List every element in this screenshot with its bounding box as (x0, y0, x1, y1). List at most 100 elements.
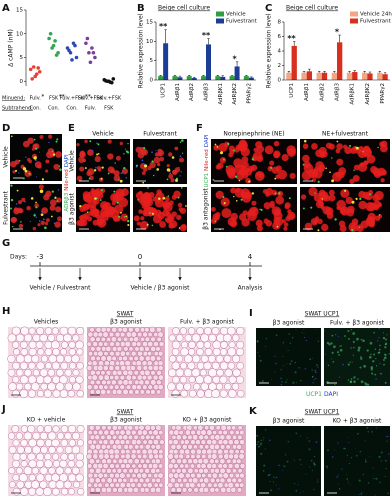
signal (59, 168, 62, 171)
cell (68, 341, 76, 349)
cell (71, 466, 80, 475)
significance-star: ** (287, 34, 296, 43)
significance-star: ** (59, 94, 65, 101)
cell (222, 463, 228, 469)
cell (37, 348, 45, 356)
cell (130, 350, 137, 357)
cell (142, 341, 149, 348)
cell (173, 453, 180, 460)
signal (141, 159, 144, 162)
cell (187, 487, 193, 493)
signal (45, 190, 52, 197)
data-point (85, 36, 90, 41)
micrograph (167, 424, 246, 496)
signal (93, 169, 97, 172)
cell (28, 474, 36, 482)
signal (340, 188, 350, 198)
signal (42, 218, 45, 221)
signal (89, 175, 94, 181)
cell (203, 341, 211, 349)
cell (117, 355, 124, 362)
signal (348, 441, 350, 443)
cell (204, 425, 210, 431)
signal (334, 384, 336, 386)
signal (258, 445, 260, 447)
signal (127, 224, 130, 227)
signal (14, 207, 18, 211)
cell (100, 434, 106, 440)
cell (211, 327, 220, 335)
signal (346, 474, 348, 476)
cell (92, 331, 99, 338)
panel-letter: D (2, 123, 10, 134)
cell (231, 477, 237, 484)
signal (280, 383, 283, 386)
minuend-label: Fulv. (30, 96, 42, 102)
cell (60, 439, 69, 447)
cell (120, 453, 126, 459)
signal (308, 187, 318, 197)
cell (123, 336, 129, 342)
image-background (133, 139, 187, 184)
signal (358, 226, 361, 229)
cell (59, 473, 68, 483)
cell (92, 429, 99, 436)
signal (141, 171, 146, 176)
cell (93, 384, 99, 390)
signal (78, 156, 85, 163)
signal (50, 215, 53, 218)
cell (59, 389, 69, 398)
cell (207, 482, 213, 488)
signal (212, 178, 215, 181)
cell (156, 379, 162, 386)
signal (99, 199, 102, 201)
bar (352, 72, 358, 80)
cell (168, 429, 175, 436)
signal (342, 363, 344, 366)
cell (144, 487, 150, 493)
signal (351, 228, 354, 232)
cell (196, 327, 204, 335)
cell (89, 379, 96, 386)
cell (196, 341, 205, 349)
cell (106, 458, 112, 465)
signal (242, 210, 248, 216)
signal (336, 199, 346, 210)
signal (178, 166, 180, 169)
signal (149, 207, 158, 216)
signal (234, 188, 245, 198)
signal (143, 197, 154, 208)
signal (294, 371, 297, 374)
cell (128, 389, 134, 395)
panel-letter: F (196, 123, 203, 134)
cell (112, 458, 118, 464)
signal (313, 379, 315, 381)
data-point (84, 41, 88, 46)
image-background (324, 426, 390, 496)
cell (239, 449, 245, 455)
signal (387, 492, 389, 495)
cell (128, 444, 134, 450)
cell (150, 389, 156, 395)
cell (76, 326, 85, 336)
signal (86, 211, 89, 213)
bar (306, 71, 313, 80)
signal (281, 154, 289, 162)
signal (302, 154, 310, 163)
cell (20, 487, 29, 496)
column-label: Fulvestrant (143, 131, 177, 138)
signal (310, 169, 319, 178)
signal (314, 192, 316, 194)
signal (325, 465, 328, 468)
bar (286, 72, 292, 80)
cell (104, 482, 110, 488)
chart-title: Beige cell culture (286, 5, 338, 12)
signal (235, 200, 238, 202)
signal (350, 147, 357, 154)
micrograph (10, 184, 62, 232)
cell (209, 434, 216, 441)
x-tick-label: AdRβ2 (319, 83, 325, 101)
cell (167, 482, 174, 489)
signal (374, 373, 377, 376)
cell (95, 370, 101, 376)
